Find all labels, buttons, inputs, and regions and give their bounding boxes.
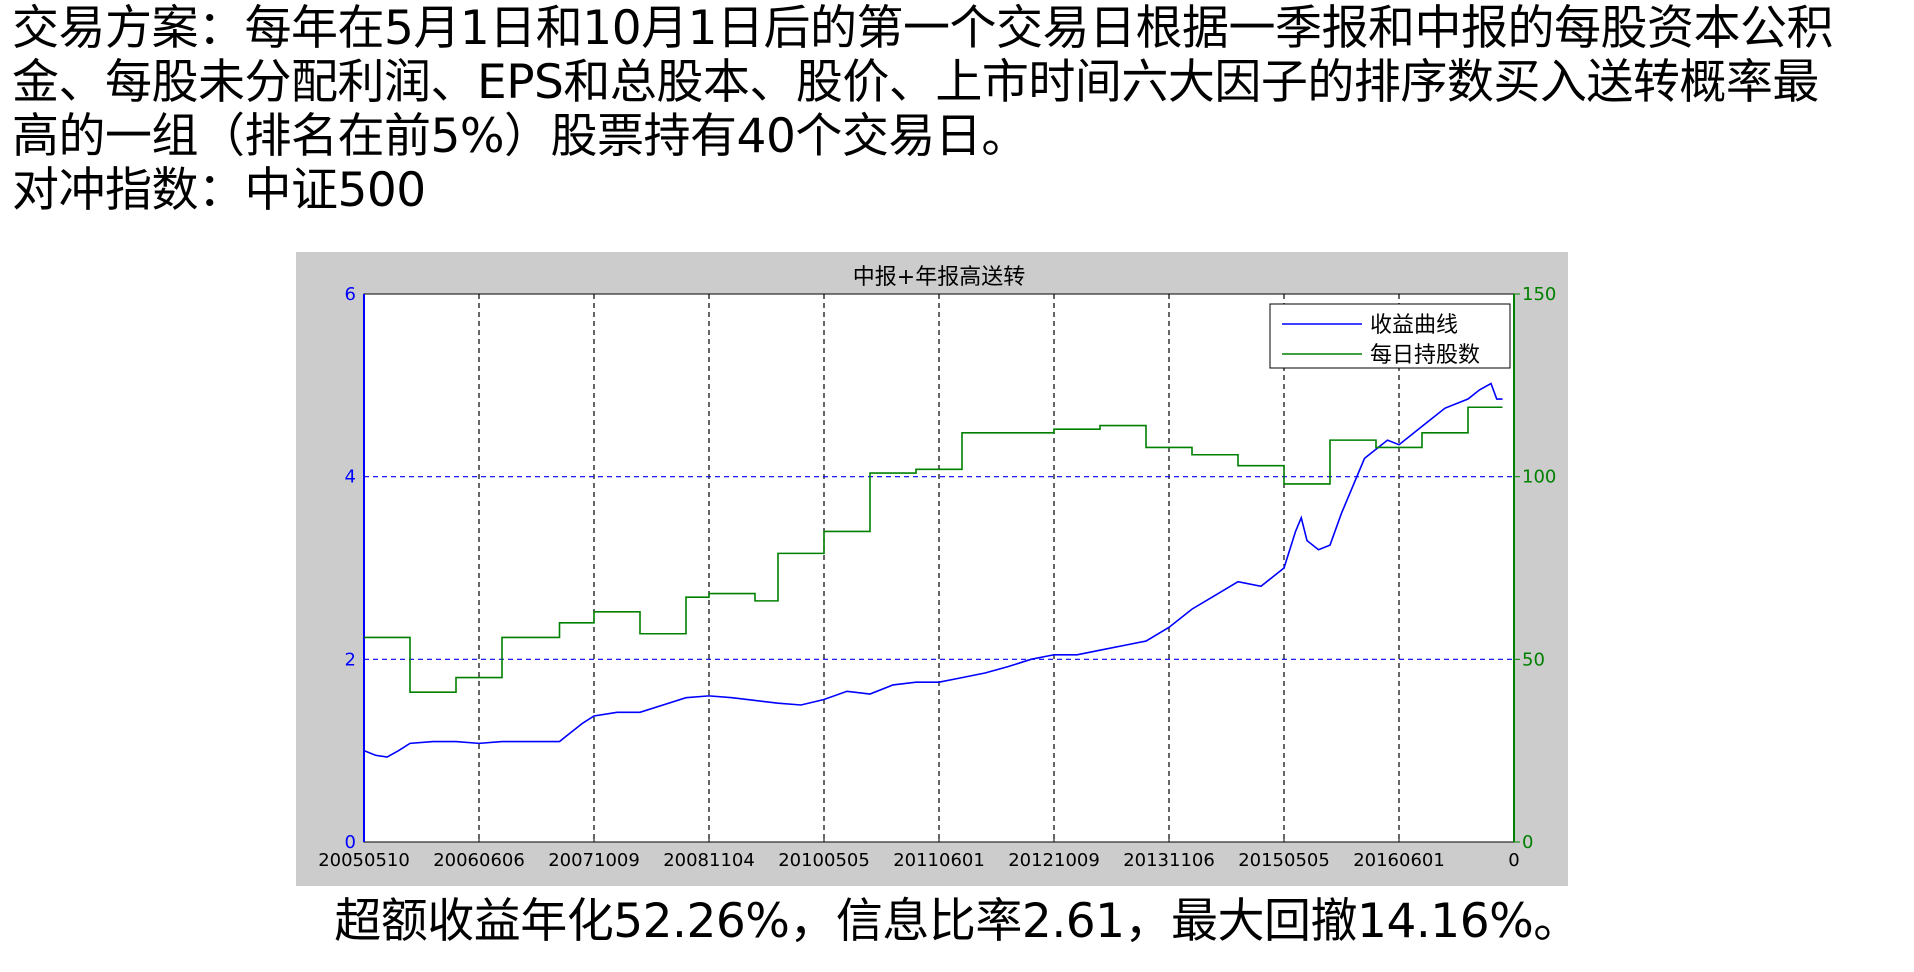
x-tick-label: 20160601 (1353, 850, 1445, 871)
legend-box (1269, 303, 1511, 369)
y-right-tick-label: 100 (1522, 467, 1556, 488)
series-line-daily-holdings (364, 406, 1503, 694)
series-line-return-curve (363, 382, 1503, 758)
legend-label: 收益曲线 (1370, 313, 1458, 338)
x-tick-label: 20071009 (548, 850, 640, 871)
x-tick-label: 20110601 (893, 850, 985, 871)
y-right-tick-label: 150 (1522, 284, 1556, 305)
x-tick-label: 20131106 (1123, 850, 1215, 871)
x-tick-label: 0 (1508, 850, 1519, 871)
y-right-tick-label: 0 (1522, 832, 1533, 853)
strategy-line-2: 金、每股未分配利润、EPS和总股本、股价、上市时间六大因子的排序数买入送转概率最 (12, 55, 1819, 110)
x-tick-label: 20081104 (663, 850, 755, 871)
y-left-tick-label: 2 (345, 649, 356, 670)
strategy-line-1: 交易方案：每年在5月1日和10月1日后的第一个交易日根据一季报和中报的每股资本公… (12, 1, 1834, 56)
strategy-description: 交易方案：每年在5月1日和10月1日后的第一个交易日根据一季报和中报的每股资本公… (12, 2, 1912, 218)
y-left-tick-label: 6 (345, 284, 356, 305)
performance-summary: 超额收益年化52.26%，信息比率2.61，最大回撤14.16%。 (334, 894, 1580, 949)
chart-title: 中报+年报高送转 (853, 265, 1025, 290)
x-tick-label: 20150505 (1238, 850, 1330, 871)
chart-canvas: 中报+年报高送转 20050510 20060606 20071009 20081104… (318, 265, 1556, 871)
chart-frame: 中报+年报高送转 20050510 20060606 20071009 20081104… (296, 252, 1568, 886)
hedge-index-line: 对冲指数：中证500 (12, 163, 426, 218)
x-tick-label: 20100505 (778, 850, 870, 871)
x-tick-label: 20050510 (318, 850, 410, 871)
x-tick-label: 20121009 (1008, 850, 1100, 871)
strategy-line-3: 高的一组（排名在前5%）股票持有40个交易日。 (12, 109, 1028, 164)
x-tick-label: 20060606 (433, 850, 525, 871)
y-right-tick-label: 50 (1522, 649, 1545, 670)
y-left-tick-label: 4 (345, 467, 356, 488)
y-left-tick-label: 0 (345, 832, 356, 853)
legend-label: 每日持股数 (1370, 343, 1480, 368)
